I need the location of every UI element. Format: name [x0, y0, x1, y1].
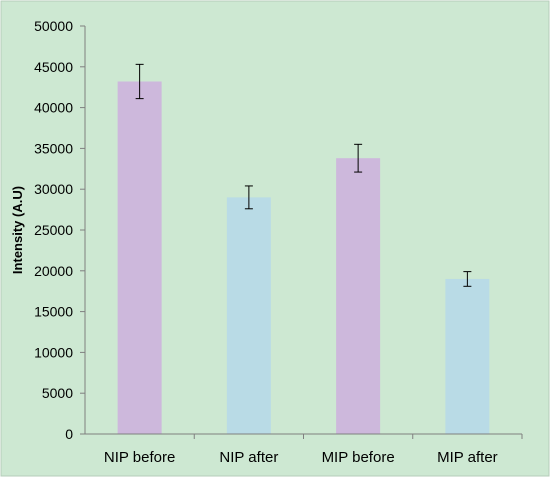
y-tick-label: 20000	[34, 263, 73, 279]
bar	[336, 158, 381, 434]
bar	[226, 197, 271, 434]
y-tick-label: 35000	[34, 140, 73, 156]
y-tick-label: 15000	[34, 304, 73, 320]
x-category-label: MIP before	[322, 449, 395, 466]
bar	[445, 278, 490, 434]
bar	[117, 81, 162, 434]
y-tick-label: 40000	[34, 100, 73, 116]
y-axis-ticks: 0 5000 10000 15000 20000 25000 30000 35000 40000…	[34, 18, 85, 442]
y-tick-label: 10000	[34, 344, 73, 360]
x-category-label: NIP after	[219, 449, 278, 466]
y-tick-label: 45000	[34, 59, 73, 75]
error-bars	[135, 63, 472, 287]
y-axis-title: Intensity (A.U)	[10, 186, 25, 274]
y-tick-label: 50000	[34, 18, 73, 34]
x-category-label: NIP before	[104, 449, 175, 466]
x-axis-labels: NIP before NIP after MIP before MIP after	[104, 434, 523, 466]
y-tick-label: 5000	[42, 385, 73, 401]
bars	[117, 81, 490, 434]
y-tick-label: 25000	[34, 222, 73, 238]
y-tick-label: 30000	[34, 181, 73, 197]
y-tick-label: 0	[65, 426, 73, 442]
x-category-label: MIP after	[437, 449, 498, 466]
